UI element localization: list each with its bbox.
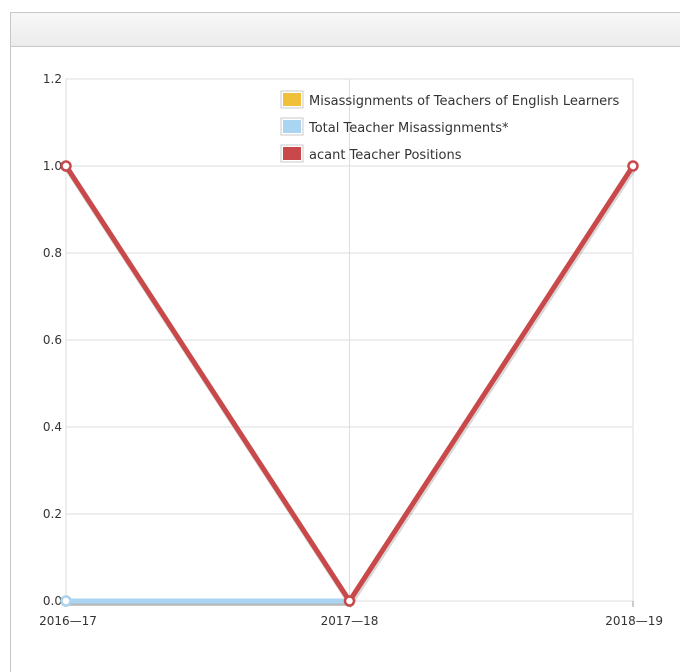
x-tick-label: 2018—19 [605, 614, 663, 628]
legend-label: Total Teacher Misassignments* [308, 121, 509, 136]
y-tick-label: 0.0 [43, 594, 62, 608]
chart-panel [10, 12, 680, 672]
panel-header [11, 13, 680, 47]
legend-label: acant Teacher Positions [309, 148, 462, 163]
data-point[interactable] [60, 160, 72, 172]
y-tick-label: 0.8 [43, 246, 62, 260]
legend-swatch [283, 120, 301, 133]
x-tick-label: 2016—17 [39, 614, 97, 628]
grid [65, 78, 634, 607]
line-chart: 0.0 0.2 0.4 0.6 0.8 1.0 1.2 2016—17 2017—18 2018… [39, 72, 663, 628]
y-tick-label: 0.2 [43, 507, 62, 521]
y-tick-label: 1.2 [43, 72, 62, 86]
y-axis-ticks: 0.0 0.2 0.4 0.6 0.8 1.0 1.2 [43, 72, 62, 608]
series-group [60, 160, 639, 609]
legend-swatch [283, 93, 301, 106]
legend-label: Misassignments of Teachers of English Le… [309, 94, 620, 109]
y-tick-label: 1.0 [43, 159, 62, 173]
series-line-shadow [64, 166, 637, 609]
x-axis-ticks: 2016—17 2017—18 2018—19 [39, 614, 663, 628]
y-tick-label: 0.6 [43, 333, 62, 347]
legend-swatch [283, 147, 301, 160]
x-tick-label: 2017—18 [321, 614, 379, 628]
y-tick-label: 0.4 [43, 420, 62, 434]
data-point[interactable] [627, 160, 639, 172]
data-point[interactable] [60, 595, 72, 607]
legend: Misassignments of Teachers of English Le… [280, 90, 620, 163]
data-point[interactable] [343, 595, 356, 607]
